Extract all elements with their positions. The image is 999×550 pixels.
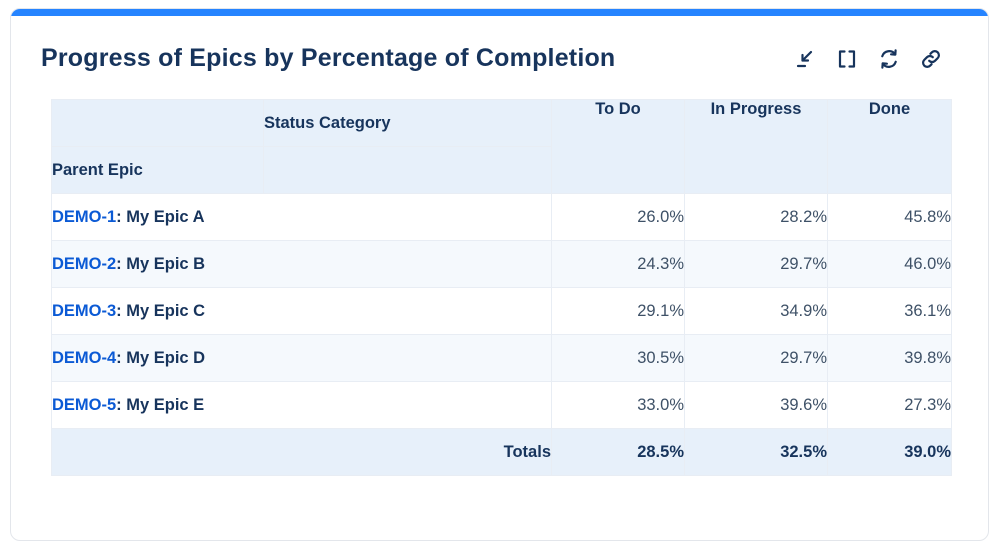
totals-row: Totals 28.5% 32.5% 39.0%	[51, 428, 952, 476]
inprogress-total: 32.5%	[684, 428, 828, 476]
table-row: DEMO-5: My Epic E 33.0% 39.6% 27.3%	[51, 381, 952, 429]
epic-name-cell: DEMO-1: My Epic A	[51, 193, 552, 241]
epic-name-suffix: : My Epic B	[116, 254, 206, 273]
epic-name-cell: DEMO-2: My Epic B	[51, 240, 552, 288]
dashboard-gadget: Progress of Epics by Percentage of Compl…	[10, 8, 989, 541]
table-row: DEMO-2: My Epic B 24.3% 29.7% 46.0%	[51, 240, 952, 288]
fullscreen-icon[interactable]	[834, 46, 860, 72]
todo-column-header: To Do	[551, 99, 685, 194]
epic-name-cell: DEMO-3: My Epic C	[51, 287, 552, 335]
epic-link[interactable]: DEMO-3	[52, 301, 117, 320]
blank-header-cell	[263, 146, 552, 194]
inprogress-value: 34.9%	[684, 287, 828, 335]
epic-name-suffix: : My Epic D	[116, 348, 206, 367]
done-value: 36.1%	[827, 287, 952, 335]
epic-link[interactable]: DEMO-5	[52, 395, 117, 414]
todo-total: 28.5%	[551, 428, 685, 476]
gadget-toolbar	[792, 46, 944, 72]
inprogress-value: 39.6%	[684, 381, 828, 429]
header-row-1: Status Category To Do In Progress Done	[51, 99, 952, 194]
epic-link[interactable]: DEMO-2	[52, 254, 117, 273]
inprogress-column-header: In Progress	[684, 99, 828, 194]
accent-bar	[11, 9, 988, 16]
todo-value: 30.5%	[551, 334, 685, 382]
epic-name-suffix: : My Epic C	[116, 301, 206, 320]
inprogress-value: 29.7%	[684, 334, 828, 382]
header-row-2: Parent Epic	[51, 146, 952, 194]
minimize-icon[interactable]	[792, 46, 818, 72]
done-column-header: Done	[827, 99, 952, 194]
epic-name-cell: DEMO-4: My Epic D	[51, 334, 552, 382]
todo-value: 29.1%	[551, 287, 685, 335]
parent-epic-header: Parent Epic	[51, 146, 264, 194]
gadget-header: Progress of Epics by Percentage of Compl…	[11, 16, 988, 91]
gadget-title: Progress of Epics by Percentage of Compl…	[41, 44, 616, 72]
inprogress-value: 28.2%	[684, 193, 828, 241]
done-value: 39.8%	[827, 334, 952, 382]
done-value: 27.3%	[827, 381, 952, 429]
todo-value: 24.3%	[551, 240, 685, 288]
status-category-header: Status Category	[263, 99, 552, 147]
table-row: DEMO-1: My Epic A 26.0% 28.2% 45.8%	[51, 193, 952, 241]
epic-progress-table: Status Category To Do In Progress Done P…	[51, 99, 952, 476]
done-value: 46.0%	[827, 240, 952, 288]
inprogress-value: 29.7%	[684, 240, 828, 288]
todo-value: 26.0%	[551, 193, 685, 241]
refresh-icon[interactable]	[876, 46, 902, 72]
epic-link[interactable]: DEMO-4	[52, 348, 117, 367]
epic-name-suffix: : My Epic E	[116, 395, 205, 414]
todo-value: 33.0%	[551, 381, 685, 429]
done-total: 39.0%	[827, 428, 952, 476]
done-value: 45.8%	[827, 193, 952, 241]
epic-name-suffix: : My Epic A	[116, 207, 205, 226]
totals-label: Totals	[51, 428, 552, 476]
epic-link[interactable]: DEMO-1	[52, 207, 117, 226]
table-row: DEMO-4: My Epic D 30.5% 29.7% 39.8%	[51, 334, 952, 382]
epic-name-cell: DEMO-5: My Epic E	[51, 381, 552, 429]
blank-header-cell	[51, 99, 264, 147]
table-row: DEMO-3: My Epic C 29.1% 34.9% 36.1%	[51, 287, 952, 335]
link-icon[interactable]	[918, 46, 944, 72]
